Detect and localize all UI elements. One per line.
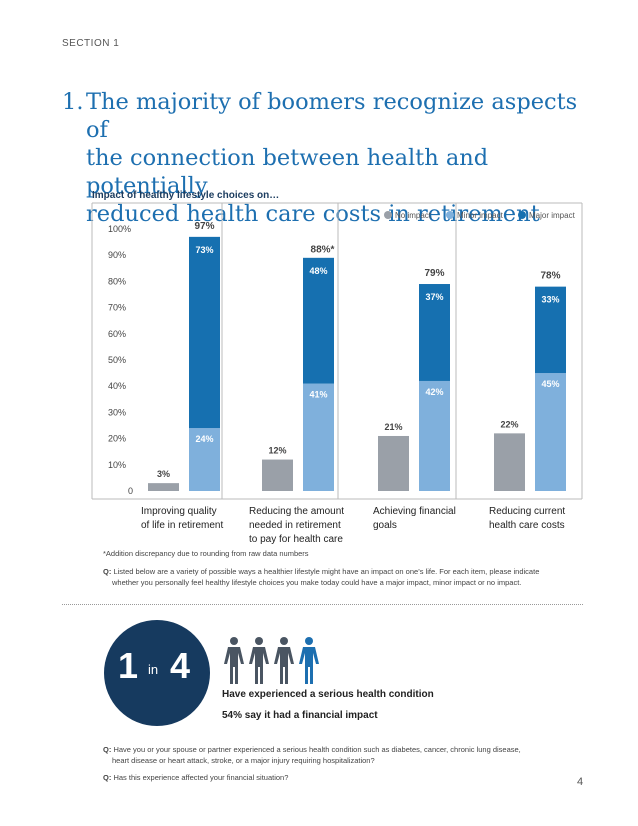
bar-label-minor-impact: 24% — [195, 434, 213, 444]
stat-in-word: in — [148, 662, 159, 677]
y-tick-label: 50% — [108, 355, 126, 365]
legend-label: Minor impact — [457, 211, 504, 220]
question-2-prefix: Q: — [103, 745, 112, 754]
question-2-line-1: Have you or your spouse or partner exper… — [113, 745, 521, 754]
bar-label-no-impact: 12% — [268, 446, 286, 456]
section-label: SECTION 1 — [62, 38, 120, 49]
category-label: Reducing current health care costs — [489, 505, 565, 533]
y-tick-label: 0 — [128, 486, 133, 496]
y-tick-label: 40% — [108, 381, 126, 391]
category-label-line: Reducing current — [489, 506, 566, 517]
question-1-line-1: Listed below are a variety of possible w… — [113, 567, 540, 576]
bar-total-label: 78% — [540, 271, 560, 282]
category-label-line: health care costs — [489, 520, 565, 531]
category-label-line: to pay for health care — [249, 534, 343, 545]
bar-total-label: 97% — [194, 221, 214, 232]
headline-line-2: the connection between health and potent… — [86, 145, 489, 199]
bar-label-major-impact: 48% — [309, 266, 327, 276]
bar-no-impact — [378, 435, 409, 491]
stat-number-1: 1 — [118, 645, 139, 686]
bar-minor-impact — [419, 380, 450, 491]
y-tick-label: 90% — [108, 250, 126, 260]
legend-swatch — [446, 211, 454, 219]
bar-minor-impact — [303, 383, 334, 491]
category-label-line: goals — [373, 520, 397, 531]
bar-no-impact — [494, 433, 525, 491]
bar-label-no-impact: 3% — [157, 469, 170, 479]
y-tick-label: 20% — [108, 434, 126, 444]
person-icon — [224, 637, 244, 684]
stat-line-1: Have experienced a serious health condit… — [222, 689, 434, 700]
question-2: Q: Have you or your spouse or partner ex… — [103, 744, 521, 766]
bar-major-impact — [535, 286, 566, 374]
category-label-line: Improving quality — [141, 506, 217, 517]
bar-minor-impact — [189, 428, 220, 491]
bar-major-impact — [419, 284, 450, 381]
bar-label-no-impact: 22% — [500, 419, 518, 429]
y-tick-label: 70% — [108, 303, 126, 313]
bar-no-impact — [262, 459, 293, 491]
question-1-line-2: whether you personally feel healthy life… — [112, 578, 522, 587]
bar-label-no-impact: 21% — [384, 422, 402, 432]
question-3-prefix: Q: — [103, 773, 112, 782]
bar-label-minor-impact: 41% — [309, 390, 327, 400]
question-3-line-1: Has this experience affected your financ… — [113, 773, 289, 782]
category-label-line: Reducing the amount — [249, 506, 345, 517]
chart-title: Impact of healthy lifestyle choices on… — [92, 190, 280, 201]
stat-circle — [104, 620, 210, 726]
bar-total-label: 88%* — [311, 244, 335, 255]
page-headline: 1. The majority of boomers recognize asp… — [62, 88, 582, 228]
category-label: Improving quality of life in retirement — [141, 505, 223, 533]
stacked-bar-chart: 0 10% 20% 30% 40% 50% 60% 70% 80% 90% 100% No impac… — [91, 202, 583, 500]
divider — [62, 604, 583, 605]
bar-label-minor-impact: 45% — [541, 379, 559, 389]
headline-line-1: The majority of boomers recognize aspect… — [86, 89, 578, 143]
category-label-line: of life in retirement — [141, 520, 224, 531]
legend-label: Major impact — [529, 211, 576, 220]
stat-line-2: 54% say it had a financial impact — [222, 710, 378, 721]
category-label-line: Achieving financial — [373, 506, 456, 517]
page-number: 4 — [577, 776, 584, 788]
legend-label: No impact — [395, 211, 432, 220]
category-label-line: needed in retirement — [249, 520, 341, 531]
person-icon — [274, 637, 294, 684]
bar-label-minor-impact: 42% — [425, 387, 443, 397]
question-1-prefix: Q: — [103, 567, 112, 576]
person-icon — [249, 637, 269, 684]
bar-label-major-impact: 73% — [195, 245, 213, 255]
headline-line-3: reduced health care costs in retirement — [86, 201, 540, 227]
bar-total-label: 79% — [424, 268, 444, 279]
y-tick-label: 10% — [108, 460, 126, 470]
bar-major-impact — [189, 236, 220, 429]
bar-minor-impact — [535, 373, 566, 491]
y-tick-label: 30% — [108, 407, 126, 417]
bar-no-impact — [148, 483, 179, 491]
bar-major-impact — [303, 257, 334, 384]
category-label: Reducing the amount needed in retirement t… — [249, 505, 344, 547]
people-icon-group — [224, 637, 319, 684]
question-2-line-2: heart disease or heart attack, stroke, o… — [112, 756, 375, 765]
bar-label-major-impact: 37% — [425, 292, 443, 302]
question-1: Q: Listed below are a variety of possibl… — [103, 566, 539, 588]
y-tick-label: 80% — [108, 276, 126, 286]
footnote: *Addition discrepancy due to rounding fr… — [103, 549, 309, 558]
legend-swatch — [384, 211, 392, 219]
y-tick-label: 100% — [108, 224, 131, 234]
y-tick-label: 60% — [108, 329, 126, 339]
headline-number: 1. — [62, 89, 84, 115]
person-icon-highlighted — [299, 637, 319, 684]
bar-label-major-impact: 33% — [541, 295, 559, 305]
category-label: Achieving financial goals — [373, 505, 456, 533]
stat-number-4: 4 — [170, 645, 191, 686]
question-3: Q: Has this experience affected your fin… — [103, 772, 288, 783]
legend-swatch — [518, 211, 526, 219]
